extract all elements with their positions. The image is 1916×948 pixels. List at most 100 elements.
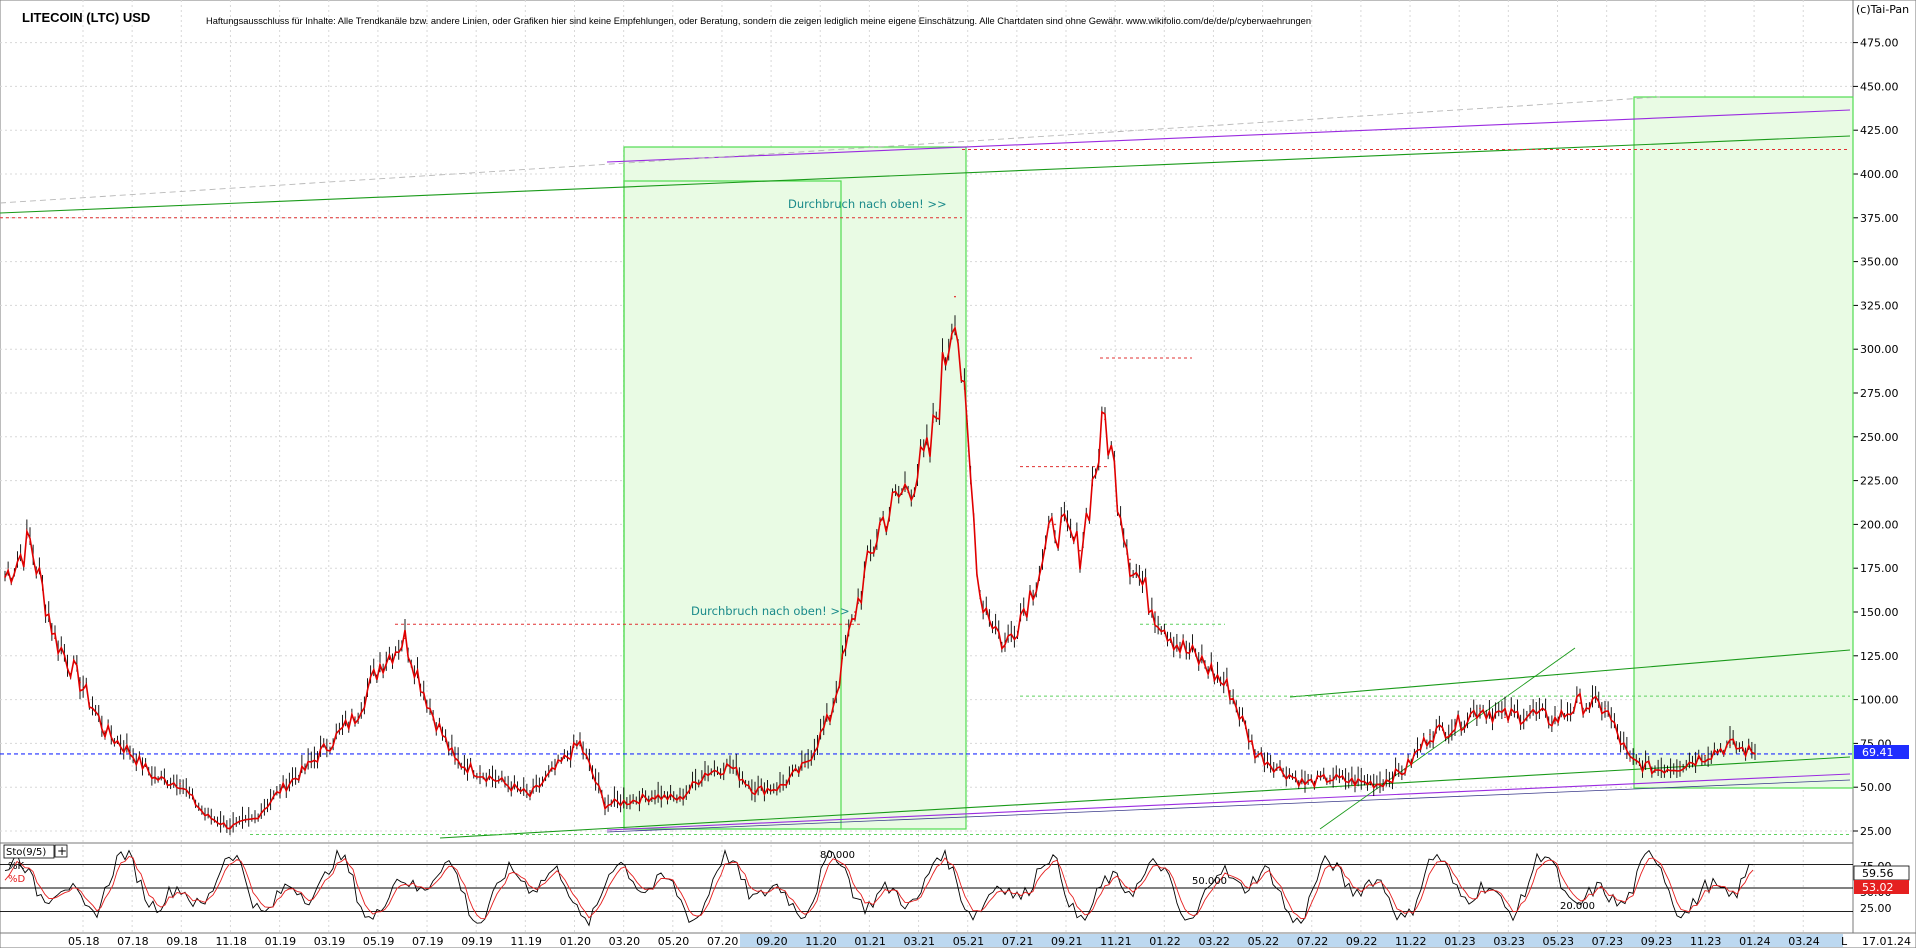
data-point	[304, 768, 306, 771]
stochastic-legend: Sto(9/5) + %K %D 80.000 50.000 20.000 75…	[3, 844, 1910, 915]
data-point	[1029, 593, 1031, 596]
data-point	[54, 637, 56, 640]
data-point	[579, 742, 581, 745]
data-point	[804, 765, 806, 767]
data-point	[479, 772, 481, 774]
data-point	[1404, 768, 1406, 771]
data-point	[404, 637, 406, 640]
level-50-label: 50.000	[1192, 876, 1227, 887]
data-point	[1079, 549, 1081, 552]
data-point	[379, 663, 381, 666]
current-date-badge: 17.01.24	[1862, 935, 1911, 948]
data-point	[754, 789, 756, 792]
y-tick-label: 25.00	[1860, 825, 1892, 838]
data-point	[429, 707, 431, 710]
data-point	[679, 798, 681, 801]
sto-tick-25: 25.00	[1860, 902, 1892, 915]
x-tick-label: 01.24	[1739, 935, 1771, 948]
d-value-badge: 53.02	[1862, 881, 1894, 894]
data-point	[1054, 523, 1056, 526]
data-point	[104, 730, 106, 732]
x-tick-label: 09.20	[756, 935, 788, 948]
x-tick-label: 03.23	[1493, 935, 1525, 948]
data-point	[829, 716, 831, 718]
data-point	[1729, 744, 1731, 746]
copyright-label: (c)Tai-Pan	[1856, 3, 1909, 16]
x-tick-label: 01.20	[560, 935, 592, 948]
y-tick-label: 225.00	[1860, 475, 1899, 488]
x-tick-label: 01.21	[854, 935, 886, 948]
x-tick-label: 11.18	[215, 935, 247, 948]
x-tick-label: 03.22	[1198, 935, 1230, 948]
data-point	[1179, 646, 1181, 648]
sto-k-line	[4, 849, 1754, 927]
mid-trend-line	[1289, 649, 1851, 698]
x-tick-label: 05.19	[363, 935, 395, 948]
data-point	[1604, 707, 1606, 710]
data-point	[554, 768, 556, 771]
y-tick-label: 425.00	[1860, 124, 1899, 137]
data-point	[229, 826, 231, 829]
data-point	[654, 795, 656, 797]
y-tick-label: 50.00	[1860, 781, 1892, 794]
data-point	[1704, 754, 1706, 757]
time-axis-highlight	[740, 934, 1843, 947]
data-point	[704, 772, 706, 774]
breakout-annotation-2021: Durchbruch nach oben! >>	[788, 197, 947, 211]
x-tick-label: 05.23	[1543, 935, 1575, 948]
x-tick-label: 05.20	[658, 935, 690, 948]
corner-label: L	[1841, 935, 1848, 948]
breakout-zone-2021	[623, 146, 967, 830]
data-point	[879, 523, 881, 526]
x-tick-label: 01.22	[1149, 935, 1181, 948]
y-tick-label: 125.00	[1860, 650, 1899, 663]
data-point	[954, 295, 956, 298]
data-point	[1479, 707, 1481, 710]
y-tick-label: 175.00	[1860, 562, 1899, 575]
sto-d-line	[4, 855, 1754, 920]
data-point	[4, 576, 6, 578]
x-tick-label: 11.20	[805, 935, 837, 948]
data-point	[1579, 702, 1581, 704]
outer-resistance-line	[0, 96, 1661, 204]
x-tick-label: 09.22	[1346, 935, 1378, 948]
data-point	[1279, 768, 1281, 771]
data-point	[204, 814, 206, 817]
data-point	[1304, 782, 1306, 785]
add-indicator-button[interactable]	[54, 844, 68, 858]
data-point	[504, 782, 506, 785]
data-point	[1429, 733, 1431, 736]
d-label: %D	[8, 874, 26, 885]
x-tick-label: 07.21	[1002, 935, 1034, 948]
data-point	[1104, 418, 1106, 421]
time-axis-labels: 05.18 07.18 09.18 11.18 01.19 03.19 05.19 07.19…	[68, 935, 1820, 948]
data-point	[129, 751, 131, 753]
data-point	[1654, 768, 1656, 771]
data-point	[254, 817, 256, 820]
x-tick-label: 05.21	[953, 935, 985, 948]
y-tick-label: 150.00	[1860, 606, 1899, 619]
data-point	[1679, 765, 1681, 767]
data-point	[979, 593, 981, 596]
x-tick-label: 07.23	[1592, 935, 1624, 948]
upper-channel-line	[606, 109, 1851, 163]
y-tick-label: 400.00	[1860, 168, 1899, 181]
plus-icon[interactable]: +	[57, 844, 67, 858]
data-point	[79, 681, 81, 683]
data-point	[154, 777, 156, 780]
upper-trend-line	[0, 135, 1851, 214]
data-point	[1629, 760, 1631, 762]
data-point	[929, 453, 931, 456]
x-tick-label: 03.20	[609, 935, 641, 948]
x-tick-label: 07.19	[412, 935, 444, 948]
chart-title: LITECOIN (LTC) USD	[22, 10, 150, 25]
data-point	[1454, 725, 1456, 727]
x-tick-label: 07.18	[117, 935, 148, 948]
data-point	[354, 716, 356, 718]
y-tick-label: 350.00	[1860, 256, 1899, 269]
y-tick-label: 100.00	[1860, 694, 1899, 707]
y-tick-label: 300.00	[1860, 343, 1899, 356]
data-point	[1254, 751, 1256, 753]
data-point	[1229, 690, 1231, 692]
